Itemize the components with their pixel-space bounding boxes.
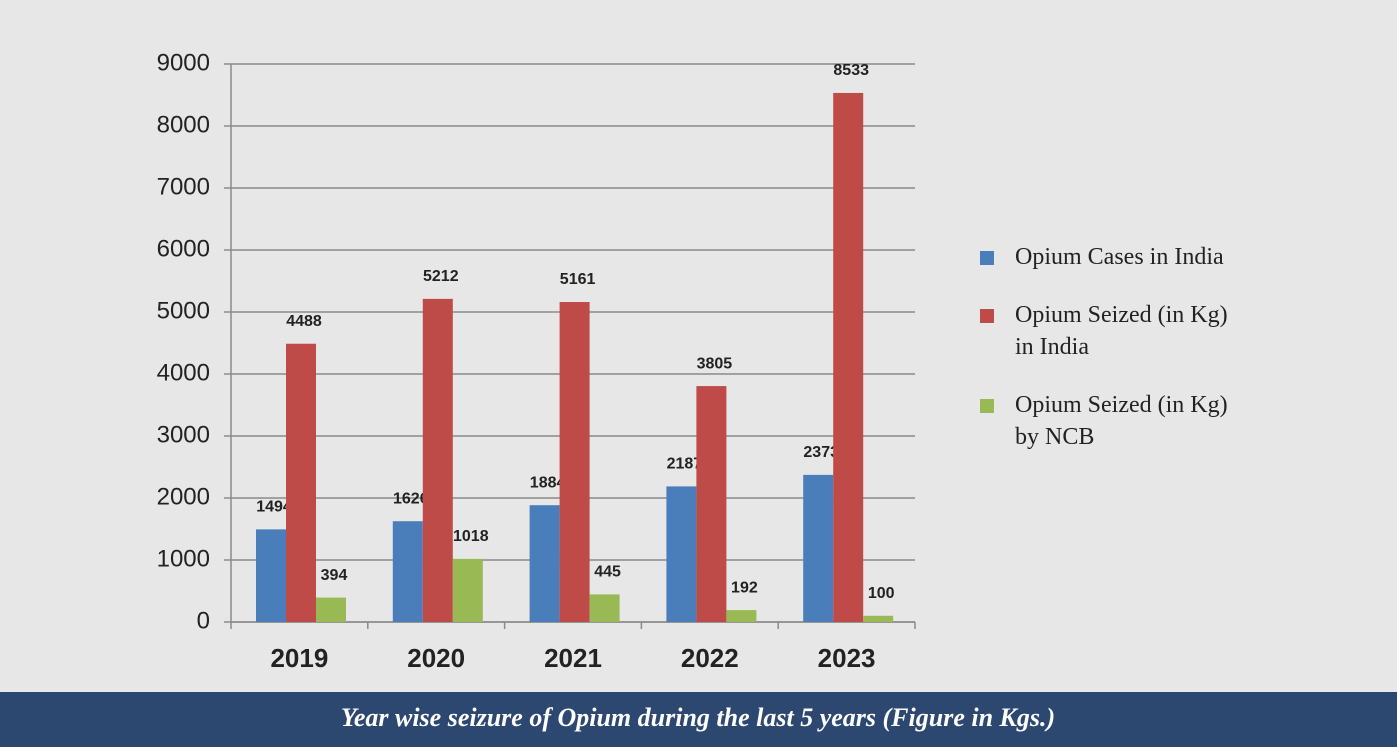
bar [392, 521, 423, 622]
data-label: 5212 [423, 268, 459, 285]
y-tick-label: 4000 [157, 359, 210, 386]
legend-label: Opium Cases in India [1015, 244, 1224, 270]
data-label: 192 [731, 579, 758, 596]
bar [452, 558, 483, 622]
bar [559, 302, 590, 622]
data-label: 394 [321, 567, 348, 584]
legend-marker [980, 399, 994, 413]
y-tick-label: 7000 [157, 173, 210, 200]
bar [256, 529, 286, 622]
legend-label: Opium Seized (in Kg) by NCB [1015, 392, 1228, 450]
y-tick-label: 5000 [157, 297, 210, 324]
data-label: 1018 [453, 528, 489, 545]
bar [833, 92, 864, 623]
y-tick-label: 0 [197, 607, 210, 634]
data-label: 8533 [833, 62, 869, 79]
data-label: 2187 [667, 456, 703, 473]
data-label: 1626 [393, 490, 429, 507]
y-tick-label: 9000 [157, 49, 210, 76]
data-label: 5161 [560, 271, 596, 288]
x-tick-label: 2020 [407, 643, 465, 673]
bar [589, 594, 620, 622]
data-label: 445 [594, 564, 621, 581]
y-tick-label: 8000 [157, 111, 210, 138]
data-label: 100 [868, 585, 895, 602]
x-tick-label: 2022 [681, 643, 739, 673]
data-label: 4488 [286, 313, 322, 330]
bar [529, 505, 560, 622]
legend-marker [980, 251, 994, 265]
data-label: 1494 [256, 499, 292, 516]
bar [666, 486, 697, 622]
bar [316, 597, 346, 622]
data-label: 2373 [803, 444, 839, 461]
bar [422, 298, 453, 622]
y-tick-label: 3000 [157, 421, 210, 448]
bar [803, 474, 834, 622]
legend-label: Opium Seized (in Kg) in India [1015, 302, 1228, 360]
data-label: 3805 [697, 355, 733, 372]
legend-marker [980, 309, 994, 323]
bar [726, 610, 757, 622]
bar [863, 615, 894, 622]
caption-bar [0, 692, 1397, 747]
data-label: 1884 [530, 474, 566, 491]
bar [696, 386, 727, 622]
x-tick-label: 2023 [818, 643, 876, 673]
bar [286, 343, 316, 622]
caption: Year wise seizure of Opium during the la… [341, 703, 1055, 732]
y-tick-label: 1000 [157, 545, 210, 572]
y-tick-label: 6000 [157, 235, 210, 262]
x-tick-label: 2021 [544, 643, 602, 673]
y-tick-label: 2000 [157, 483, 210, 510]
x-tick-label: 2019 [270, 643, 328, 673]
